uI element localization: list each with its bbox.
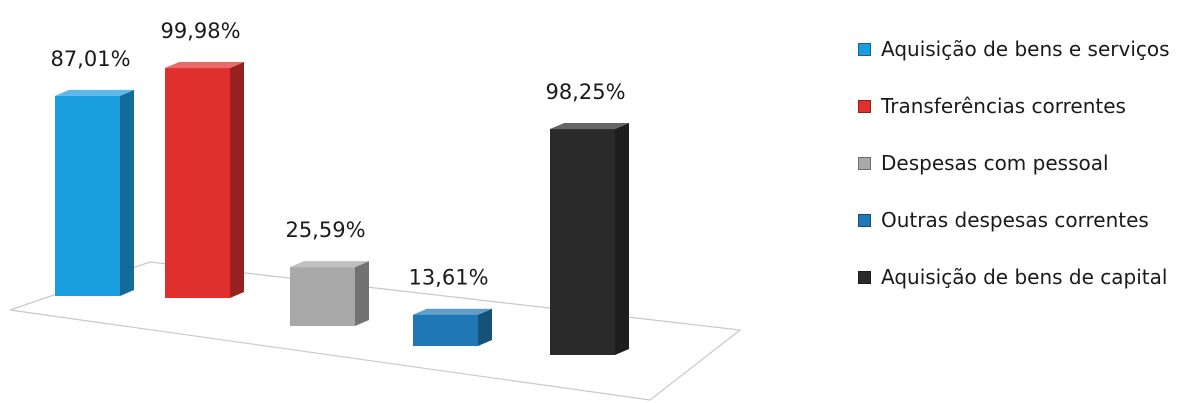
bar-side	[230, 62, 244, 298]
legend-item-aquisicao-bens-capital: Aquisição de bens de capital	[858, 265, 1170, 289]
bars-group	[55, 62, 629, 356]
legend-swatch	[858, 213, 871, 227]
bar-top	[413, 308, 492, 315]
legend-label: Despesas com pessoal	[881, 151, 1109, 175]
legend: Aquisição de bens e serviços Transferênc…	[858, 37, 1170, 323]
legend-item-despesas-pessoal: Despesas com pessoal	[858, 151, 1170, 175]
bar-side	[355, 261, 369, 326]
legend-swatch	[858, 156, 871, 170]
bar-side	[615, 123, 629, 356]
bar-front	[55, 95, 120, 296]
bar	[55, 89, 134, 296]
legend-swatch	[858, 270, 871, 284]
legend-item-outras-despesas-correntes: Outras despesas correntes	[858, 208, 1170, 232]
legend-swatch	[858, 42, 871, 56]
legend-label: Transferências correntes	[881, 94, 1126, 118]
bar-top	[55, 89, 134, 96]
bar	[550, 123, 629, 356]
legend-item-transferencias-correntes: Transferências correntes	[858, 94, 1170, 118]
data-label: 25,59%	[285, 218, 365, 242]
data-label: 13,61%	[408, 266, 488, 290]
legend-label: Aquisição de bens e serviços	[881, 37, 1170, 61]
bar-side	[120, 89, 134, 296]
bar-chart: 87,01% 99,98% 25,59% 13,61% 98,25%	[9, 19, 742, 401]
bar-top	[290, 261, 369, 268]
bar-top	[550, 123, 629, 130]
bar	[413, 308, 492, 346]
bar-front	[290, 267, 355, 326]
data-label: 87,01%	[50, 47, 130, 71]
legend-label: Outras despesas correntes	[881, 208, 1149, 232]
bar-front	[165, 68, 230, 299]
data-labels-group: 87,01% 99,98% 25,59% 13,61% 98,25%	[50, 19, 625, 290]
bar-front	[550, 129, 615, 355]
bar-top	[165, 62, 244, 69]
data-label: 98,25%	[545, 80, 625, 104]
bar-front	[413, 314, 478, 346]
bar-side	[478, 308, 492, 346]
legend-swatch	[858, 99, 871, 113]
legend-label: Aquisição de bens de capital	[881, 265, 1168, 289]
bar	[290, 261, 369, 326]
legend-item-aquisicao-bens-servicos: Aquisição de bens e serviços	[858, 37, 1170, 61]
data-label: 99,98%	[160, 19, 240, 43]
bar	[165, 62, 244, 299]
